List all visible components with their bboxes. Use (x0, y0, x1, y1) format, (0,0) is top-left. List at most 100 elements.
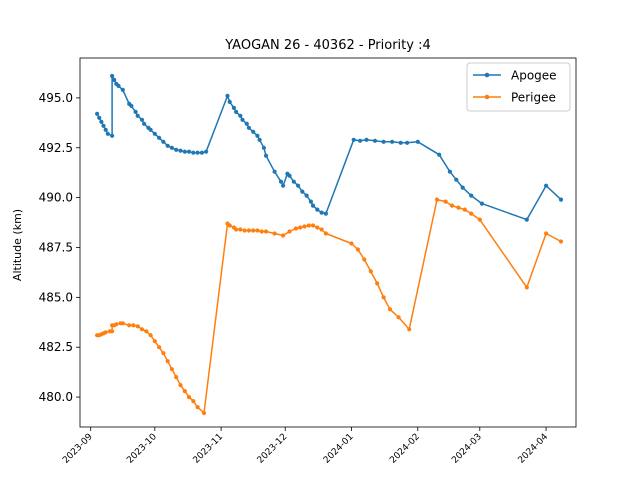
apogee-point (364, 137, 369, 142)
apogee-point (544, 183, 549, 188)
perigee-point (323, 231, 328, 236)
perigee-point (157, 345, 162, 350)
perigee-point (127, 323, 132, 328)
perigee-point (302, 224, 307, 229)
perigee-point (201, 410, 207, 416)
x-tick-label: 2024-04 (517, 432, 551, 466)
perigee-point (139, 327, 145, 332)
apogee-point (310, 203, 316, 208)
y-tick-label: 485.0 (39, 290, 73, 304)
x-tick-label: 2024-01 (322, 432, 356, 466)
perigee-point (161, 351, 166, 356)
perigee-point (195, 405, 200, 410)
perigee-point (152, 339, 157, 344)
perigee-point (407, 327, 412, 332)
apogee-point (246, 125, 251, 130)
perigee-point (144, 329, 149, 334)
perigee-point (131, 323, 136, 328)
apogee-point (558, 197, 564, 202)
apogee-point (199, 150, 204, 155)
apogee-point (240, 117, 245, 122)
apogee-point (323, 211, 328, 216)
apogee-point (227, 99, 232, 104)
series-layer (95, 73, 564, 416)
apogee-point (308, 199, 313, 204)
perigee-point (120, 321, 125, 326)
perigee-point (246, 228, 251, 233)
legend-marker-perigee (484, 94, 490, 100)
apogee-point (195, 150, 200, 155)
perigee-point (319, 227, 324, 232)
apogee-point (460, 185, 465, 190)
perigee-point (103, 330, 108, 335)
perigee-point (165, 359, 170, 364)
apogee-point (165, 143, 170, 148)
perigee-point (272, 231, 277, 236)
apogee-point (133, 109, 138, 114)
perigee-point (544, 231, 549, 236)
perigee-point (227, 223, 232, 228)
apogee-point (129, 103, 134, 108)
perigee-point (387, 307, 393, 312)
apogee-point (238, 113, 243, 118)
perigee-point (462, 207, 467, 212)
apogee-point (148, 127, 153, 132)
apogee-point (358, 138, 363, 143)
apogee-point (372, 138, 378, 143)
apogee-point (157, 135, 162, 140)
perigee-point (477, 217, 482, 222)
perigee-point (368, 269, 373, 274)
perigee-point (174, 375, 179, 380)
apogee-point (405, 140, 410, 145)
perigee-point (469, 211, 474, 216)
perigee-point (349, 241, 354, 246)
legend-label-apogee: Apogee (511, 69, 557, 83)
apogee-point (99, 119, 104, 124)
x-tick-label: 2023-09 (61, 432, 95, 466)
apogee-point (263, 153, 269, 158)
apogee-point (152, 131, 157, 136)
apogee-point (101, 123, 106, 128)
perigee-point (242, 228, 247, 233)
apogee-point (191, 150, 196, 155)
apogee-point (351, 137, 356, 142)
apogee-point (95, 111, 100, 116)
perigee-point (443, 199, 448, 204)
apogee-point (319, 210, 324, 215)
perigee-point (251, 228, 256, 233)
apogee-point (390, 139, 395, 144)
y-axis-label: Altitude (km) (11, 209, 24, 281)
apogee-point (105, 131, 110, 136)
perigee-point (287, 229, 292, 234)
apogee-point (454, 177, 459, 182)
apogee-point (116, 83, 121, 88)
chart-title: YAOGAN 26 - 40362 - Priority :4 (224, 38, 431, 53)
legend-marker-apogee (484, 72, 490, 78)
apogee-point (278, 179, 284, 184)
apogee-point (225, 93, 230, 98)
apogee-point (182, 149, 187, 154)
apogee-point (174, 147, 179, 152)
perigee-point (238, 227, 243, 232)
apogee-point (437, 152, 442, 157)
perigee-point (449, 203, 455, 208)
apogee-point (139, 117, 145, 122)
apogee-point (261, 145, 266, 150)
apogee-point (415, 139, 420, 144)
perigee-point (456, 205, 461, 210)
apogee-point (110, 73, 115, 79)
apogee-point (469, 193, 474, 198)
apogee-point (234, 109, 239, 114)
perigee-point (281, 233, 286, 238)
legend-entry-perigee: Perigee (473, 91, 556, 105)
apogee-point (479, 201, 484, 206)
perigee-point (186, 395, 192, 400)
apogee-point (398, 140, 403, 145)
apogee-point (204, 149, 209, 154)
plot-frame (79, 57, 577, 428)
apogee-point (287, 173, 292, 178)
perigee-point (434, 197, 440, 202)
apogee-point (178, 148, 183, 153)
y-tick-label: 492.5 (39, 141, 73, 155)
